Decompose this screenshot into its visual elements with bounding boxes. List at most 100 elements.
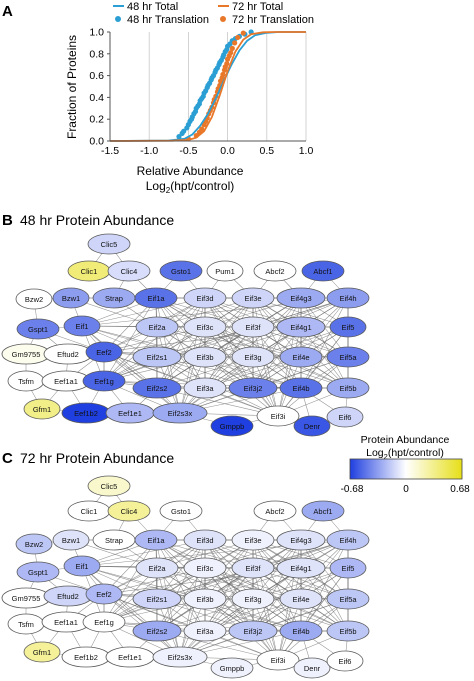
- network-c-node: Eif3a: [183, 620, 227, 642]
- network-c-node: Clic5: [87, 475, 131, 497]
- x-tick-label: 0.5: [259, 145, 274, 157]
- network-c-node-shape: [231, 588, 275, 610]
- network-b-edge: [300, 297, 349, 389]
- network-c-edge: [103, 539, 206, 623]
- network-c-node-shape: [107, 500, 151, 522]
- network-b-node-label: Eef1g: [94, 377, 114, 386]
- network-c-node-label: Eif3i: [271, 656, 286, 665]
- network-c-node: Gmppb: [210, 657, 254, 679]
- network-c-node-shape: [15, 533, 53, 555]
- network-c-node-label: Strap: [105, 536, 123, 545]
- colorbar: Protein Abundance Log2(hpt/control) -0.6…: [341, 434, 471, 495]
- network-b-node: Abcf2: [253, 260, 297, 282]
- legend-label: 48 hr Translation: [127, 14, 209, 26]
- network-b-node-shape: [301, 260, 345, 282]
- network-c-node: Eif3d: [183, 529, 227, 551]
- network-b-node-shape: [107, 260, 151, 282]
- network-c-edge: [277, 567, 302, 661]
- network-c-node-shape: [326, 650, 364, 672]
- network-c-node-label: Eif4g1: [290, 564, 311, 573]
- network-c-node: Eif3g: [231, 588, 275, 610]
- network-b-edge: [179, 326, 206, 414]
- network-c-node-label: Eif3b: [196, 595, 213, 604]
- network-b-node: Eif3j2: [228, 377, 278, 399]
- y-tick-label: 0.6: [89, 70, 104, 82]
- network-c-node: Eef1e1: [105, 646, 155, 668]
- network-b-node-label: Eif3i: [271, 412, 286, 421]
- network-c-node: Eif5a: [326, 588, 370, 610]
- network-c-edge: [179, 567, 206, 658]
- network-b-edge: [156, 326, 181, 414]
- network-c-node: Denr: [293, 657, 331, 679]
- x-axis-label-2: Log2(hpt/control): [146, 179, 235, 195]
- network-c-node: Eif6: [326, 650, 364, 672]
- network-c-node-shape: [132, 620, 182, 642]
- network-b-node: Gm9755: [1, 343, 51, 365]
- network-c-node-label: Eif5b: [339, 627, 356, 636]
- data-point: [240, 30, 246, 36]
- network-b-node-label: Eef1a1: [54, 377, 78, 386]
- network-b-node-label: Eif3e: [244, 294, 261, 303]
- network-c-node-shape: [276, 529, 326, 551]
- network-b-node-shape: [15, 288, 53, 310]
- panel-a-letter: A: [2, 3, 13, 20]
- network-b-node: Eif4h: [326, 287, 370, 309]
- network-b-node-label: Eif3c: [197, 323, 214, 332]
- network-b-node-label: Eif4b: [292, 384, 309, 393]
- network-c-node: Eif2a: [135, 557, 179, 579]
- network-b-node: Gspt1: [16, 318, 60, 340]
- network-b-node-label: Abcf1: [313, 267, 332, 276]
- network-b-node-label: Abcf2: [265, 267, 284, 276]
- network-b-node-label: Eif3a: [196, 384, 214, 393]
- network-b-node-shape: [279, 377, 323, 399]
- network-b-node-label: Eif3g: [244, 353, 261, 362]
- network-b-node-shape: [326, 406, 364, 428]
- network-c-edge: [252, 539, 302, 632]
- network-c-node: Strap: [92, 529, 136, 551]
- network-c-node-shape: [279, 620, 323, 642]
- network-b-edge: [204, 326, 279, 417]
- network-c-node-shape: [329, 557, 367, 579]
- network-c-node-label: Eif1a: [147, 536, 165, 545]
- network-b-node-label: Pum1: [215, 267, 235, 276]
- network-b-node-shape: [326, 346, 370, 368]
- axes: -1.5 -1.0 -0.5 0.0 0.5 1.0 0.0 0.2 0.4 0.6 0.8 1.0: [89, 27, 313, 158]
- colorbar-min-label: -0.68: [341, 484, 364, 495]
- data-point: [181, 128, 187, 134]
- network-b-node-shape: [183, 316, 227, 338]
- network-c-node-label: Gm9755: [12, 594, 41, 603]
- network-c-node-shape: [231, 557, 275, 579]
- network-c-node: Eif2s2: [132, 620, 182, 642]
- network-b-node-shape: [183, 287, 227, 309]
- network-c-node: Clic1: [67, 500, 111, 522]
- legend-label: 72 hr Translation: [232, 14, 314, 26]
- x-axis-label: Relative Abundance: [137, 164, 244, 178]
- network-c-node-label: Eif3j2: [244, 627, 263, 636]
- network-b-node-label: Eif4h: [339, 294, 356, 303]
- network-c-edge: [155, 539, 349, 632]
- network-c-node-label: Gfm1: [33, 648, 51, 657]
- data-point: [228, 50, 234, 56]
- network-c-node-shape: [301, 500, 345, 522]
- network-b-edge: [204, 297, 349, 358]
- network-c-node: Eif4g3: [276, 529, 326, 551]
- network-b-node-label: Strap: [105, 294, 123, 303]
- data-point: [199, 126, 205, 132]
- network-c-node-shape: [253, 500, 297, 522]
- network-c-node-shape: [210, 657, 254, 679]
- network-b-node: Eif3e: [231, 287, 275, 309]
- network-b-node: Bzw1: [52, 287, 90, 309]
- network-b-nodes: Clic5 Clic1 Clic4 Gsto1 Pum1 Abcf2 Abcf1 Bzw2 Bz…: [1, 233, 370, 437]
- network-c-node: Eftud2: [43, 585, 93, 607]
- panel-c-title: 72 hr Protein Abundance: [20, 450, 174, 466]
- network-b-edge: [204, 326, 254, 389]
- network-b-node: Eif3b: [183, 346, 227, 368]
- network-c-node: Eif5b: [326, 620, 370, 642]
- network-c-node-label: Eif2s3x: [168, 653, 193, 662]
- network-b-node-shape: [206, 260, 244, 282]
- network-c-node-shape: [16, 561, 60, 583]
- network-c-node: Eif2s3x: [152, 646, 208, 668]
- network-c-node: Eif4g1: [276, 557, 326, 579]
- network-b-node-label: Eef1b2: [74, 409, 98, 418]
